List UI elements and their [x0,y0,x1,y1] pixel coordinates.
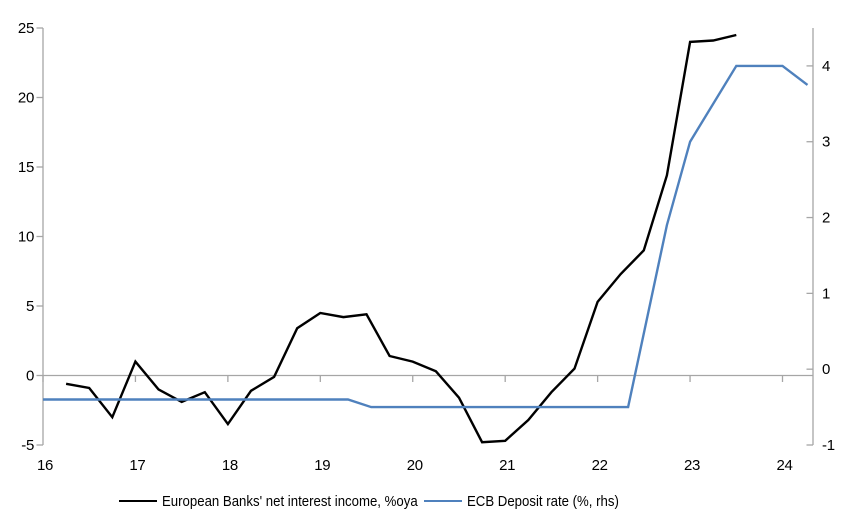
left-axis-tick-label: 5 [26,298,34,315]
x-axis-tick-label: 16 [37,457,53,474]
left-axis-tick-label: 10 [18,229,34,246]
right-axis-tick-label: 2 [822,210,830,227]
right-axis-tick-label: 0 [822,361,830,378]
x-axis-tick-label: 17 [129,457,145,474]
left-axis-tick-label: 20 [18,90,34,107]
x-axis-tick-label: 24 [776,457,792,474]
left-axis-tick-label: -5 [21,437,34,454]
series-line-banks-nii [65,33,737,444]
x-axis-tick-label: 22 [592,457,608,474]
right-axis-tick-label: 1 [822,285,830,302]
right-axis-tick-label: 3 [822,134,830,151]
x-axis-tick-label: 21 [499,457,515,474]
series-line-ecb-deposit-rate [43,64,809,409]
right-axis-tick-label: 4 [822,58,830,75]
left-axis-tick-label: 15 [18,159,34,176]
right-axis-tick-label: -1 [822,437,835,454]
legend: European Banks' net interest income, %oy… [0,491,852,511]
legend-label-banks-nii: European Banks' net interest income, %oy… [162,492,418,510]
legend-label-ecb-deposit-rate: ECB Deposit rate (%, rhs) [467,492,619,510]
legend-swatch-ecb-deposit-rate [424,500,462,502]
legend-swatch-banks-nii [119,500,157,502]
left-axis-tick-label: 0 [26,368,34,385]
x-axis-tick-label: 23 [684,457,700,474]
x-axis-tick-label: 19 [314,457,330,474]
x-axis-tick-label: 20 [407,457,423,474]
legend-item-ecb-deposit-rate: ECB Deposit rate (%, rhs) [424,491,640,511]
left-axis-tick-label: 25 [18,20,34,37]
x-axis-tick-label: 18 [222,457,238,474]
legend-item-banks-nii: European Banks' net interest income, %oy… [119,491,453,511]
